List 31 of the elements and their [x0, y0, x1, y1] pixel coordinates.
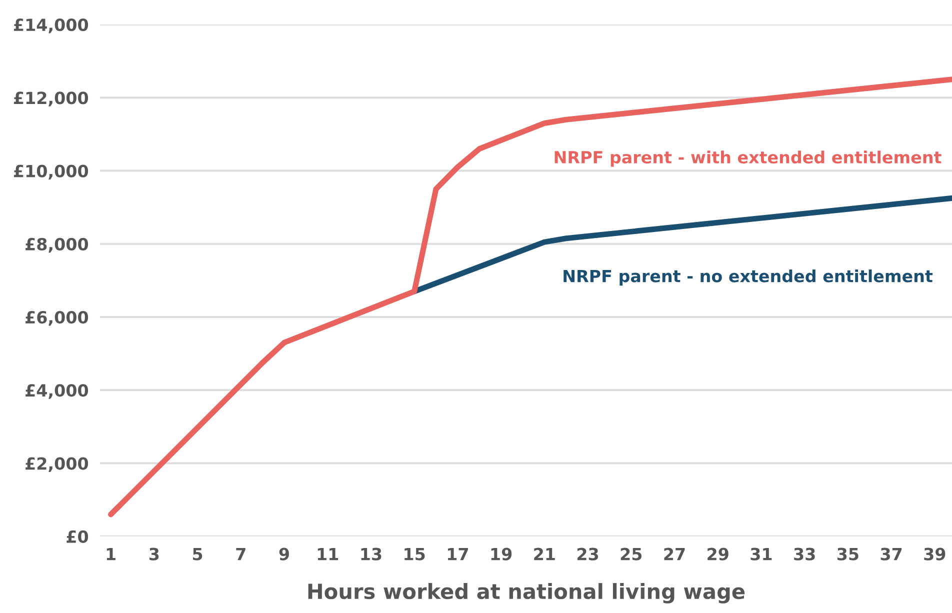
- x-tick-label: 13: [361, 548, 382, 560]
- x-axis-title: Hours worked at national living wage: [308, 583, 745, 604]
- y-tick-label: £4,000: [26, 384, 88, 399]
- x-tick-label: 33: [794, 548, 815, 560]
- x-tick-label: 5: [193, 548, 202, 560]
- x-tick-label: 1: [106, 548, 116, 560]
- x-tick-label: 15: [404, 548, 425, 560]
- y-tick-label: £12,000: [14, 92, 88, 106]
- y-tick-label: £6,000: [26, 310, 88, 326]
- y-tick-label: £0: [66, 530, 88, 543]
- x-tick-label: 21: [534, 548, 555, 560]
- x-tick-label: 17: [448, 548, 468, 560]
- x-tick-label: 25: [620, 548, 642, 560]
- y-tick-label: £2,000: [26, 457, 88, 472]
- x-tick-label: 29: [708, 548, 728, 560]
- y-tick-label: £8,000: [26, 238, 88, 253]
- y-tick-label: £10,000: [14, 164, 88, 180]
- x-tick-label: 11: [318, 548, 338, 560]
- y-tick-label: £14,000: [14, 18, 88, 34]
- x-tick-label: 9: [279, 548, 289, 560]
- x-tick-label: 27: [664, 548, 685, 560]
- x-tick-label: 7: [236, 548, 246, 560]
- x-tick-label: 37: [880, 548, 902, 560]
- x-tick-label: 3: [149, 548, 159, 560]
- x-tick-label: 19: [491, 548, 512, 560]
- series-label: NRPF parent - no extended entitlement: [564, 269, 933, 286]
- series-label: NRPF parent - with extended entitlement: [554, 150, 942, 167]
- x-tick-label: 31: [750, 548, 772, 560]
- x-tick-label: 23: [577, 548, 598, 560]
- x-tick-label: 35: [837, 548, 858, 560]
- x-tick-label: 39: [924, 548, 946, 560]
